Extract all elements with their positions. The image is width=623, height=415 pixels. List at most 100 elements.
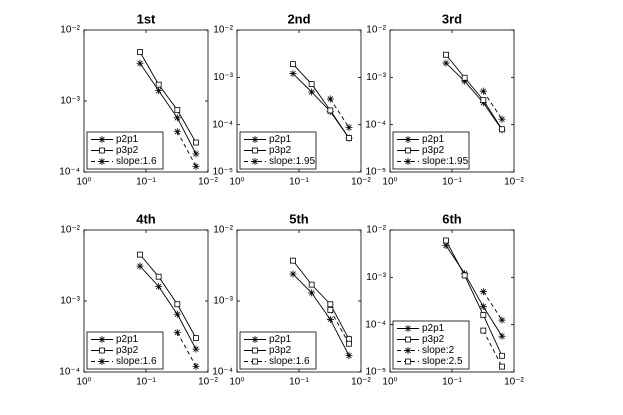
marker-star	[289, 270, 297, 278]
marker-star	[308, 88, 316, 96]
y-tick-label: 10⁻²	[60, 25, 80, 36]
legend-label: p2p1	[422, 134, 445, 145]
x-tick-label: 10⁻¹	[442, 177, 462, 188]
y-tick-label: 10⁻⁵	[365, 167, 386, 178]
legend-label: p3p2	[269, 145, 292, 156]
subplot: 5th 10⁰ 10⁻¹ 10⁻² 10⁻⁴ 10⁻³ 10⁻² p2p1p3p2slope:…	[212, 211, 371, 387]
y-tick-label: 10⁻⁴	[365, 319, 386, 330]
legend-marker	[251, 136, 259, 143]
marker-star	[289, 70, 297, 78]
marker-star	[192, 362, 200, 370]
series-line	[139, 265, 197, 350]
subplot-title: 1st	[137, 11, 156, 26]
legend-marker	[99, 147, 105, 154]
marker-square	[174, 106, 181, 113]
marker-square	[346, 340, 352, 347]
marker-star	[345, 124, 353, 132]
marker-square	[155, 81, 162, 88]
x-tick-label: 10⁰	[382, 177, 397, 188]
series-line	[292, 260, 350, 340]
legend-marker	[98, 158, 106, 165]
series-line	[292, 273, 350, 356]
series-line	[445, 245, 503, 337]
marker-star	[461, 77, 469, 85]
subplot-title: 3rd	[442, 11, 462, 26]
series-line	[292, 63, 350, 139]
x-tick-label: 10⁻²	[504, 177, 524, 188]
marker-square	[480, 97, 487, 104]
x-tick-label: 10⁰	[76, 377, 91, 388]
marker-square	[308, 81, 315, 87]
legend-marker	[405, 147, 411, 154]
marker-star	[155, 283, 163, 291]
legend-marker	[252, 147, 258, 154]
series-line	[482, 90, 503, 120]
y-tick-label: 10⁻⁵	[212, 167, 233, 178]
y-tick-label: 10⁻⁴	[365, 119, 386, 130]
marker-square	[443, 237, 449, 244]
marker-square	[327, 306, 334, 313]
legend-marker	[405, 336, 411, 343]
legend-marker	[98, 358, 106, 365]
subplot: 2nd 10⁰ 10⁻¹ 10⁻² 10⁻⁵ 10⁻⁴ 10⁻³ 10⁻² p2p1p3p2sl…	[212, 11, 371, 187]
legend-label: p3p2	[269, 345, 292, 356]
y-tick-label: 10⁻²	[60, 225, 80, 236]
marker-star	[192, 345, 200, 353]
legend-label: p3p2	[422, 334, 445, 345]
marker-square	[193, 139, 199, 146]
legend-label: slope:1.6	[116, 356, 157, 367]
legend-marker	[99, 347, 105, 354]
marker-square	[137, 49, 143, 55]
legend-label: p3p2	[422, 145, 445, 156]
marker-star	[498, 316, 506, 324]
subplot-title: 6th	[442, 211, 462, 226]
marker-star	[192, 150, 200, 158]
marker-square	[174, 301, 181, 308]
legend-marker	[404, 136, 412, 143]
x-tick-label: 10⁻²	[351, 177, 371, 188]
marker-star	[192, 162, 200, 170]
marker-star	[345, 352, 353, 360]
legend-label: p2p1	[269, 334, 292, 345]
legend-label: p2p1	[269, 134, 292, 145]
marker-star	[326, 315, 334, 323]
legend-label: slope:1.95	[269, 156, 316, 167]
legend-label: p2p1	[116, 134, 139, 145]
legend-marker	[405, 358, 411, 365]
x-tick-label: 10⁻²	[504, 377, 524, 388]
marker-star	[155, 87, 163, 95]
marker-square	[137, 251, 143, 258]
series-line	[139, 63, 197, 155]
x-tick-label: 10⁰	[229, 377, 244, 388]
x-tick-label: 10⁻¹	[136, 377, 156, 388]
legend-label: slope:2.5	[422, 356, 463, 367]
series-line	[445, 54, 503, 130]
y-tick-label: 10⁻³	[366, 72, 386, 83]
x-tick-label: 10⁻¹	[289, 177, 309, 188]
series-line	[329, 98, 350, 128]
legend-label: p2p1	[422, 323, 445, 334]
marker-star	[479, 303, 487, 311]
y-tick-label: 10⁻⁴	[59, 367, 80, 378]
y-tick-label: 10⁻²	[366, 25, 386, 36]
marker-square	[499, 126, 505, 133]
series-line	[445, 62, 503, 131]
subplot-title: 2nd	[287, 11, 310, 26]
marker-square	[443, 51, 449, 58]
marker-star	[136, 59, 144, 67]
marker-square	[346, 135, 352, 142]
y-tick-label: 10⁻³	[60, 96, 80, 107]
marker-square	[480, 327, 487, 334]
legend-marker	[404, 158, 412, 165]
y-tick-label: 10⁻²	[213, 225, 233, 236]
marker-square	[327, 107, 334, 114]
legend-label: slope:1.6	[269, 356, 310, 367]
x-tick-label: 10⁰	[382, 377, 397, 388]
subplot-title: 4th	[136, 211, 156, 226]
marker-star	[308, 289, 316, 297]
